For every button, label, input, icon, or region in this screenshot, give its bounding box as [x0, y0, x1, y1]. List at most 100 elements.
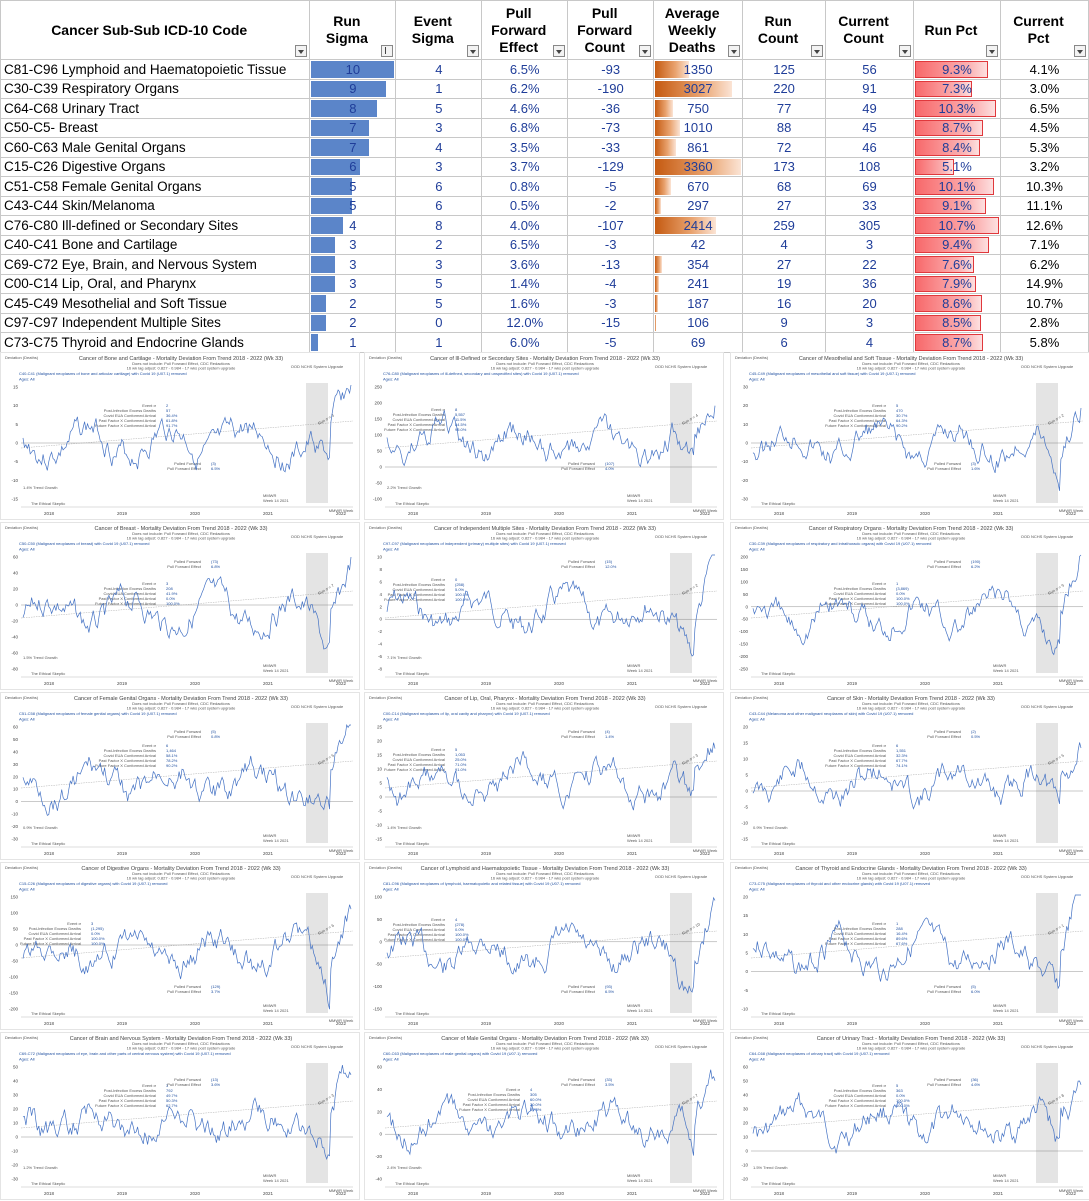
x-tick-label: 2018: [774, 1191, 785, 1196]
mmwr-label: MMWR: [627, 833, 640, 838]
event-value: (3,869): [896, 586, 909, 591]
mortality-chart-panel: Cancer of Urinary Tract - Mortality Devi…: [730, 1032, 1089, 1200]
chart-subtitle: Does not include: Pull Forward Effect, C…: [132, 531, 230, 536]
y-tick-label: 20: [743, 895, 749, 900]
event-value: 84.5%: [455, 422, 467, 427]
header-label: Current Pct: [1013, 13, 1064, 46]
pull-forward-value: (93): [605, 984, 613, 989]
header-current-count: Current Count: [825, 0, 914, 60]
run-pct-databar: [915, 139, 981, 156]
y-tick-label: 100: [740, 579, 748, 584]
filter-dropdown-icon[interactable]: [639, 45, 652, 57]
cell-text: 3.2%: [1029, 159, 1060, 175]
table-row: C81-C96 Lymphoid and Haematopoietic Tiss…: [0, 59, 1089, 80]
cell-text: 3: [349, 276, 357, 292]
sort-descending-icon[interactable]: [381, 45, 394, 57]
y-tick-label: 20: [377, 739, 383, 744]
event-value: 100.0%: [166, 601, 180, 606]
cell-text: 9: [349, 81, 357, 97]
filter-dropdown-icon[interactable]: [811, 45, 824, 57]
y-tick-label: 20: [743, 1121, 749, 1126]
cell-text: 77: [776, 100, 792, 116]
pf-count-cell: -107: [567, 215, 655, 236]
trend-line: [750, 590, 1084, 619]
y-tick-label: -10: [11, 478, 18, 483]
y-axis-label: Deviation (Deaths): [735, 525, 769, 530]
event-label: Covid EUA Conformed Arrival: [834, 413, 887, 418]
filter-dropdown-icon[interactable]: [467, 45, 480, 57]
chart-subtitle: Does not include: Pull Forward Effect, C…: [132, 361, 230, 366]
pf-effect-cell: 4.6%: [481, 98, 569, 119]
pull-forward-value: (5): [971, 984, 977, 989]
x-tick-label: 2019: [481, 511, 492, 516]
cell-text: -33: [601, 139, 621, 155]
y-tick-label: 20: [743, 403, 749, 408]
event-sigma-cell: 8: [395, 215, 483, 236]
x-tick-label: 2018: [44, 851, 55, 856]
run-sigma-databar: [311, 119, 369, 136]
week14-label: Week 14 2021: [263, 668, 289, 673]
cell-text: 861: [687, 139, 709, 155]
cell-text: 7: [349, 120, 357, 136]
pull-forward-label: Pull Forward Effect: [927, 1082, 962, 1087]
cell-text: 354: [687, 256, 709, 272]
table-row: C15-C26 Digestive Organs 6 3 3.7% -129 3360 17…: [0, 156, 1089, 177]
cell-text: 8.5%: [942, 315, 972, 331]
filter-dropdown-icon[interactable]: [1074, 45, 1086, 57]
x-tick-label: 2021: [627, 1021, 638, 1026]
filter-dropdown-icon[interactable]: [295, 45, 308, 57]
pf-count-cell: -2: [567, 195, 655, 216]
cell-text: C40-C41 Bone and Cartilage: [4, 237, 178, 253]
cell-text: 3: [349, 256, 357, 272]
week14-label: Week 14 2021: [993, 1008, 1019, 1013]
event-label: Event σ: [431, 747, 445, 752]
event-label: Past Factor X Conformed Arrival: [829, 758, 886, 763]
filter-dropdown-icon[interactable]: [985, 45, 998, 57]
filter-dropdown-icon[interactable]: [553, 45, 566, 57]
x-tick-label: 2019: [481, 851, 492, 856]
run-sigma-databar: [311, 100, 378, 117]
current-pct-cell: 3.2%: [999, 156, 1089, 177]
cell-text: C00-C14 Lip, Oral, and Pharynx: [4, 276, 197, 292]
event-label: Covid EUA Conformed Arrival: [834, 753, 887, 758]
deaths-databar: [655, 139, 676, 156]
pull-forward-label: Pull Forward Effect: [167, 1082, 202, 1087]
week14-label: Week 14 2021: [993, 1178, 1019, 1183]
pf-effect-cell: 6.0%: [481, 332, 569, 353]
cell-text: 2: [349, 315, 357, 331]
cell-text: -4: [604, 276, 617, 292]
cell-text: 5: [435, 276, 443, 292]
chart-subtitle: 16 wk lag adjust: 0.827 - 0.984 - 17 wks…: [127, 366, 237, 371]
y-tick-label: -10: [375, 823, 382, 828]
event-value: 5.0%: [455, 587, 465, 592]
avg-deaths-cell: 106: [653, 312, 744, 333]
chart-code-label: C51-C58 (Malignant neoplasms of female g…: [19, 711, 177, 716]
x-tick-label: 2018: [44, 681, 55, 686]
filter-dropdown-icon[interactable]: [728, 45, 741, 57]
x-tick-label: 2020: [920, 1021, 931, 1026]
x-tick-label: 2018: [774, 851, 785, 856]
system-upgrade-shade: [670, 893, 692, 1013]
event-value: 41.9%: [166, 591, 178, 596]
cell-text: 19: [776, 276, 792, 292]
cell-text: 4.5%: [1029, 120, 1060, 136]
cell-text: 241: [687, 276, 709, 292]
current-pct-cell: 5.3%: [999, 137, 1089, 158]
y-tick-label: -5: [14, 459, 18, 464]
mmwr-label: MMWR: [993, 1003, 1006, 1008]
y-tick-label: 50: [13, 1065, 19, 1070]
cell-text: 1: [435, 81, 443, 97]
table-row: C51-C58 Female Genital Organs 5 6 0.8% -5 670…: [0, 176, 1089, 197]
run-count-cell: 27: [742, 254, 827, 275]
filter-dropdown-icon[interactable]: [899, 45, 911, 57]
event-label: Event σ: [506, 1087, 520, 1092]
pull-forward-label: Pulled Forward: [174, 461, 201, 466]
event-value: 792: [166, 1088, 173, 1093]
run-count-cell: 27: [742, 195, 827, 216]
mortality-chart-panel: Cancer of Mesothelial and Soft Tissue - …: [730, 352, 1089, 520]
x-tick-label: 2022: [1066, 511, 1077, 516]
pf-effect-cell: 1.4%: [481, 273, 569, 294]
event-value: 100.0%: [91, 941, 105, 946]
current-count-cell: 49: [825, 98, 914, 119]
cell-text: 42: [690, 237, 706, 253]
